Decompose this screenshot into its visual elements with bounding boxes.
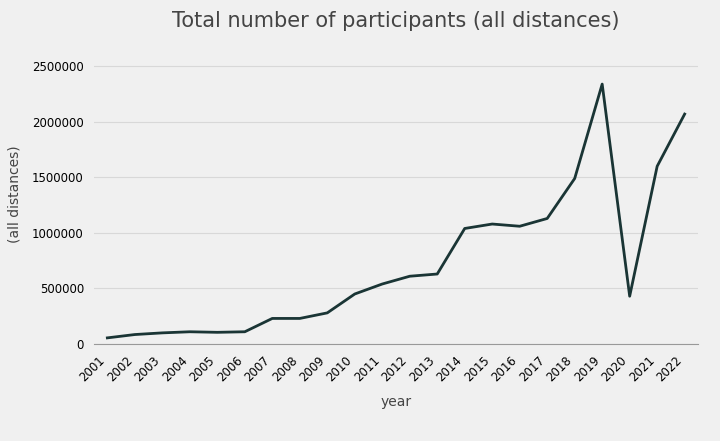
Y-axis label: (all distances): (all distances) [7, 145, 21, 243]
X-axis label: year: year [380, 395, 412, 409]
Title: Total number of participants (all distances): Total number of participants (all distan… [172, 11, 620, 31]
